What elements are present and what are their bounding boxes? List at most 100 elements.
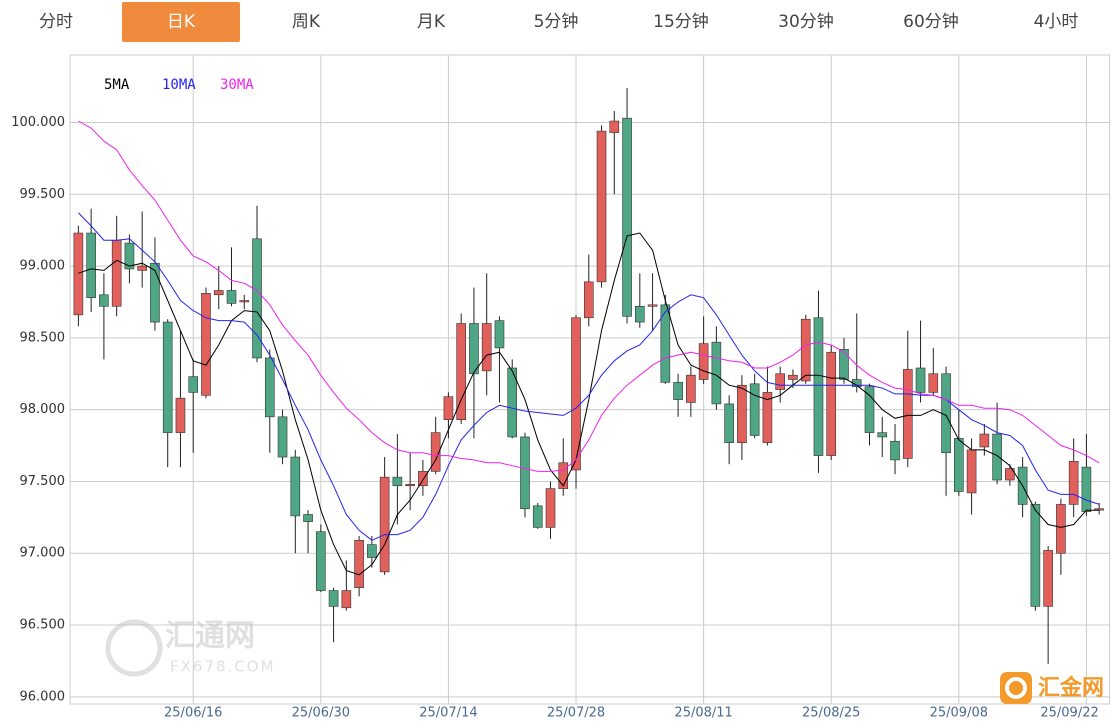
candle-body — [418, 471, 428, 487]
x-tick-label: 25/09/08 — [930, 706, 988, 721]
y-tick-label: 100.000 — [11, 115, 65, 130]
x-tick-label: 25/08/11 — [674, 706, 732, 721]
candle-body — [1068, 461, 1079, 505]
y-tick-label: 99.500 — [20, 187, 66, 202]
x-tick-label: 25/07/28 — [547, 706, 605, 721]
candle-body — [902, 369, 913, 459]
candle-body — [162, 321, 173, 433]
candle-body — [890, 440, 900, 461]
candle-body — [405, 484, 415, 487]
candle-body — [201, 293, 211, 396]
candle-body — [341, 590, 352, 609]
candle-body — [532, 505, 543, 528]
candle-body — [647, 304, 658, 307]
candle-body — [571, 317, 581, 471]
candle-body — [1043, 550, 1053, 607]
candle-body — [73, 232, 84, 316]
x-tick-label: 25/09/22 — [1040, 706, 1098, 721]
candle-body — [99, 294, 109, 307]
watermark: 汇通网 FX678.COM — [105, 619, 274, 677]
y-tick-label: 98.000 — [20, 402, 66, 417]
candle-body — [469, 323, 479, 375]
watermark-icon — [105, 619, 163, 677]
candle-body — [1005, 468, 1015, 481]
candle-body — [877, 432, 888, 438]
legend-label: 30MA — [220, 77, 254, 93]
plot: 96.000 96.500 97.000 97.500 98.000 98.500 99.0… — [11, 54, 1111, 721]
tab[interactable]: 30分钟 — [778, 12, 834, 32]
candle-body — [226, 290, 237, 304]
tab-bar: 分时 日K 周K 月K 5分钟 15分钟 30分钟 60分钟 4小时 — [0, 0, 1120, 44]
y-tick-label: 96.000 — [20, 689, 66, 704]
candle-body — [188, 376, 199, 393]
tab[interactable]: 4小时 — [1033, 12, 1079, 32]
tab[interactable]: 5分钟 — [533, 12, 579, 32]
candle-body — [749, 383, 760, 436]
candle-body — [481, 323, 492, 372]
candle-body — [150, 262, 160, 323]
y-tick-label: 96.500 — [20, 618, 66, 633]
ma-line — [78, 120, 1100, 472]
candle-body — [507, 367, 518, 438]
candle-body — [941, 373, 951, 454]
logo-text: 汇金网 — [1038, 675, 1104, 701]
candle-body — [826, 351, 837, 456]
candle-body — [583, 281, 594, 319]
candle-body — [443, 396, 454, 421]
candle-body — [698, 343, 709, 380]
candle-body — [1030, 504, 1041, 607]
watermark-brand: 汇通网 — [165, 619, 255, 654]
candle-body — [673, 382, 683, 400]
candle-body — [622, 117, 632, 317]
legend-label: 5MA — [104, 77, 130, 93]
candle-body — [979, 433, 990, 448]
tab[interactable]: 15分钟 — [653, 12, 709, 32]
candle-body — [660, 304, 671, 383]
x-tick-label: 25/08/25 — [802, 706, 860, 721]
tab[interactable]: 周K — [291, 12, 321, 32]
candle-body — [800, 318, 811, 382]
candle-body — [788, 374, 798, 380]
legend-label: 10MA — [162, 77, 196, 93]
y-tick-label: 99.000 — [20, 259, 66, 274]
tab[interactable]: 月K — [416, 12, 446, 32]
candle-body — [545, 488, 556, 528]
candle-body — [239, 300, 250, 303]
candle-body — [137, 265, 147, 271]
candle-body — [966, 449, 977, 494]
candle-body — [252, 238, 262, 359]
logo-icon — [1000, 672, 1032, 704]
ma-line — [78, 232, 1100, 576]
x-tick-label: 25/06/30 — [292, 706, 350, 721]
y-tick-label: 98.500 — [20, 330, 66, 345]
candle-body — [430, 432, 441, 472]
candle-body — [86, 232, 96, 298]
candle-body — [762, 392, 773, 443]
candle-body — [635, 305, 645, 323]
x-tick-label: 25/06/16 — [164, 706, 222, 721]
tab[interactable]: 60分钟 — [903, 12, 959, 32]
candle-body — [456, 323, 466, 421]
candle-body — [915, 367, 926, 393]
candle-body — [379, 476, 390, 573]
candle-body — [686, 374, 696, 403]
candle-body — [392, 476, 403, 487]
y-tick-label: 97.500 — [20, 474, 66, 489]
candle-body — [724, 403, 734, 443]
candle-body — [813, 317, 824, 456]
candle-body — [992, 433, 1002, 481]
candle-body — [328, 590, 339, 607]
tab[interactable]: 日K — [122, 2, 240, 42]
candle-body — [290, 456, 301, 517]
candle-body — [954, 438, 964, 492]
candle-body — [609, 120, 620, 133]
candle-body — [316, 531, 326, 591]
candle-body — [711, 341, 722, 405]
candle-body — [303, 514, 313, 522]
tab[interactable]: 分时 — [39, 12, 73, 32]
candle-body — [354, 540, 364, 588]
candle-body — [737, 384, 747, 443]
candle-body — [124, 242, 135, 270]
